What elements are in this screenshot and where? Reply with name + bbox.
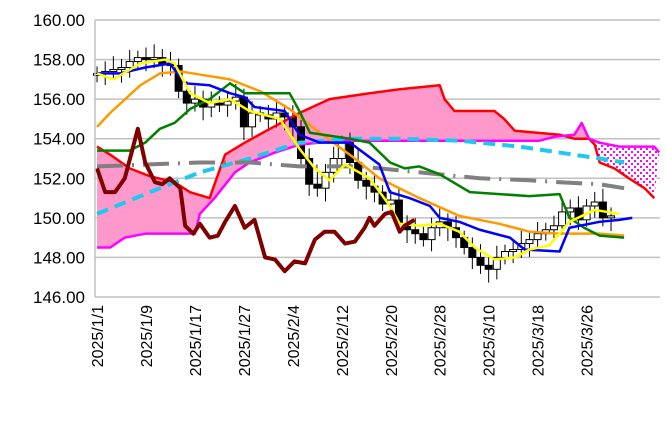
moving-average-75-line: [96, 70, 625, 237]
candle-body: [362, 179, 371, 187]
candle-body: [182, 90, 191, 104]
x-tick-label: 2025/1/27: [237, 305, 254, 376]
candle-body: [607, 215, 616, 219]
candlestick: [492, 245, 501, 280]
x-tick-label: 2025/3/26: [580, 305, 597, 376]
y-tick-label: 150.00: [33, 209, 85, 228]
tenkan-sen-line: [96, 58, 620, 261]
candlestick: [313, 170, 322, 197]
moving-average-200-line: [96, 136, 625, 216]
candlestick: [558, 198, 567, 235]
candlestick: [411, 218, 420, 244]
y-tick-label: 146.00: [33, 288, 85, 307]
moving-average-gray-line: [96, 160, 625, 191]
candle-body: [141, 57, 150, 61]
candlestick: [125, 49, 134, 78]
candle-body: [248, 112, 257, 128]
axes: 146.00 148.00 150.00 152.00 154.00 156.00 158.…: [33, 11, 597, 376]
candle-body: [533, 233, 542, 241]
candlestick: [484, 256, 493, 283]
y-tick-label: 160.00: [33, 11, 85, 30]
candle-body: [109, 68, 118, 72]
x-tick-label: 2025/2/20: [384, 305, 401, 376]
candle-body: [525, 239, 534, 245]
candlestick: [427, 217, 436, 252]
y-tick-label: 154.00: [33, 130, 85, 149]
candlestick: [403, 215, 412, 243]
candle-body: [558, 211, 567, 227]
candlestick: [590, 191, 599, 218]
candlestick: [305, 148, 314, 196]
ichimoku-cloud: [97, 85, 660, 248]
y-tick-label: 158.00: [33, 51, 85, 70]
candle-body: [427, 227, 436, 241]
candlestick: [223, 91, 232, 117]
indicator-lines: [95, 58, 661, 274]
candle-body: [150, 57, 159, 61]
cloud-bearish-area: [594, 140, 660, 199]
candlestick: [509, 239, 518, 264]
candlestick: [109, 56, 118, 80]
candlestick: [435, 208, 444, 237]
y-tick-label: 156.00: [33, 90, 85, 109]
candle-body: [215, 102, 224, 106]
candlestick: [215, 96, 224, 113]
candlestick: [248, 101, 257, 137]
moving-average-25-line: [97, 62, 633, 253]
candlestick: [468, 237, 477, 270]
y-tick-label: 148.00: [33, 248, 85, 267]
kijun-sen-line: [97, 82, 625, 239]
candle-body: [574, 207, 583, 221]
candlestick: [500, 244, 509, 265]
candle-body: [484, 264, 493, 270]
candle-body: [190, 98, 199, 104]
candle-body: [492, 256, 501, 270]
candlestick: [549, 215, 558, 242]
candle-body: [419, 233, 428, 241]
candle-body: [509, 249, 518, 252]
x-tick-label: 2025/1/17: [188, 305, 205, 376]
candle-body: [133, 57, 142, 63]
candlesticks: [93, 44, 616, 283]
x-tick-label: 2025/2/4: [286, 305, 303, 367]
x-tick-label: 2025/2/12: [335, 305, 352, 376]
candlestick: [533, 222, 542, 250]
x-tick-label: 2025/1/1: [90, 305, 107, 367]
cloud-bullish-area: [97, 85, 595, 248]
y-tick-label: 152.00: [33, 169, 85, 188]
candlestick: [117, 58, 126, 83]
candlestick: [199, 90, 208, 121]
candle-body: [125, 61, 134, 68]
candlestick: [419, 226, 428, 247]
senkou-span-a-line: [96, 84, 656, 200]
candle-body: [411, 229, 420, 235]
candlestick: [150, 44, 159, 69]
candle-body: [468, 247, 477, 258]
candlestick: [321, 163, 330, 202]
candle-body: [117, 66, 126, 70]
candlestick: [476, 244, 485, 274]
chikou-span-line: [95, 126, 416, 274]
candle-body: [476, 256, 485, 266]
candle-body: [549, 225, 558, 231]
x-tick-label: 2025/1/9: [139, 305, 156, 367]
x-tick-label: 2025/3/18: [531, 305, 548, 376]
candle-body: [305, 158, 314, 185]
candle-body: [500, 250, 509, 258]
x-tick-label: 2025/3/10: [482, 305, 499, 376]
gridlines: [95, 19, 660, 298]
x-tick-label: 2025/2/28: [433, 305, 450, 376]
candlestick: [525, 231, 534, 257]
candle-body: [239, 96, 248, 128]
candle-body: [590, 201, 599, 207]
candle-body: [223, 100, 232, 106]
candle-body: [313, 183, 322, 189]
candlestick: [354, 149, 363, 189]
